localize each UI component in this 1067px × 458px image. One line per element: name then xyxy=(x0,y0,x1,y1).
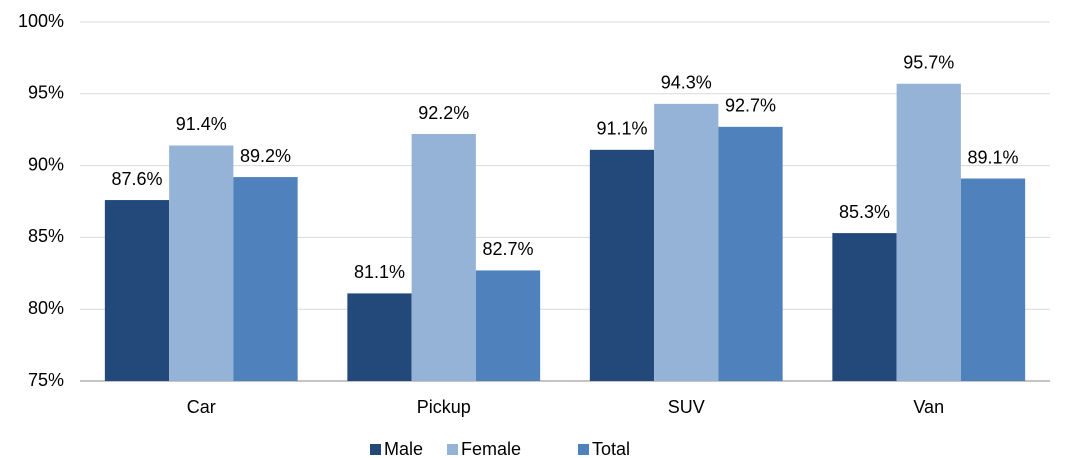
legend-swatch xyxy=(447,444,458,455)
bar xyxy=(347,293,412,381)
y-tick-label: 80% xyxy=(28,298,64,318)
value-label: 94.3% xyxy=(661,73,712,93)
bar xyxy=(832,233,897,381)
value-label: 91.4% xyxy=(176,114,227,134)
bar xyxy=(718,126,783,381)
bar xyxy=(896,83,961,382)
legend-label: Total xyxy=(592,439,630,458)
y-tick-label: 85% xyxy=(28,226,64,246)
bar xyxy=(411,134,476,381)
value-label: 82.7% xyxy=(482,239,533,259)
value-label: 89.1% xyxy=(967,147,1018,167)
value-label: 92.7% xyxy=(725,96,776,116)
bar xyxy=(169,145,234,381)
bar xyxy=(233,177,298,381)
y-tick-label: 95% xyxy=(28,83,64,103)
legend-label: Female xyxy=(461,439,521,458)
value-label: 91.1% xyxy=(596,119,647,139)
value-label: 81.1% xyxy=(354,262,405,282)
value-label: 85.3% xyxy=(839,202,890,222)
bar xyxy=(104,200,170,381)
value-label: 87.6% xyxy=(111,169,162,189)
y-tick-label: 90% xyxy=(28,154,64,174)
bar xyxy=(654,103,719,382)
value-label: 92.2% xyxy=(418,103,469,123)
bar xyxy=(589,149,655,381)
value-label: 95.7% xyxy=(903,52,954,72)
x-tick-label: Pickup xyxy=(417,397,471,417)
x-tick-label: Car xyxy=(187,397,216,417)
bar xyxy=(960,178,1026,381)
x-tick-label: SUV xyxy=(668,397,705,417)
y-tick-label: 100% xyxy=(18,11,64,31)
bar xyxy=(475,270,541,381)
legend-swatch xyxy=(370,444,381,455)
legend-swatch xyxy=(578,444,589,455)
value-label: 89.2% xyxy=(240,146,291,166)
legend-label: Male xyxy=(384,439,423,458)
x-tick-label: Van xyxy=(913,397,944,417)
y-tick-label: 75% xyxy=(28,370,64,390)
